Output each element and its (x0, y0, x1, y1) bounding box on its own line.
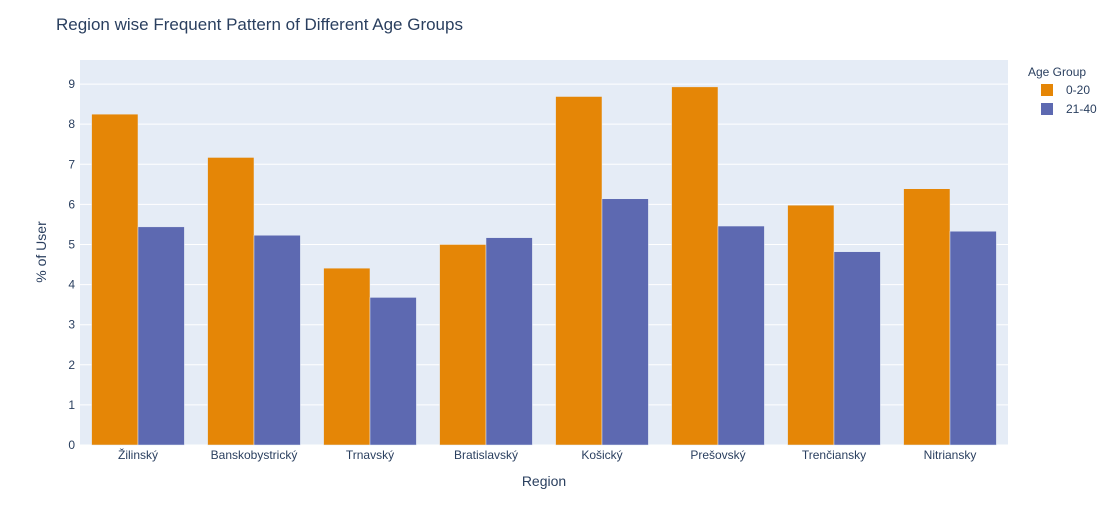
x-tick-label: Trnavský (346, 448, 394, 462)
bar-21-40[interactable] (949, 230, 997, 446)
bar-0-20[interactable] (787, 204, 835, 446)
legend-swatch (1041, 103, 1053, 115)
legend-swatch (1041, 84, 1053, 96)
y-tick-label: 1 (68, 398, 75, 412)
chart-title: Region wise Frequent Pattern of Differen… (56, 15, 463, 34)
bar-0-20[interactable] (903, 188, 951, 446)
x-tick-label: Nitriansky (924, 448, 977, 462)
y-tick-label: 5 (68, 237, 75, 251)
bar-21-40[interactable] (253, 235, 301, 446)
legend-title: Age Group (1028, 65, 1086, 79)
y-tick-label: 0 (68, 438, 75, 452)
y-tick-label: 8 (68, 117, 75, 131)
x-tick-label: Bratislavský (454, 448, 518, 462)
bar-0-20[interactable] (207, 157, 255, 446)
x-axis-ticks: Žilinský Banskobystrický Trnavský Bratislav… (118, 447, 976, 462)
x-tick-label: Banskobystrický (211, 448, 298, 462)
bars (91, 86, 997, 446)
bar-0-20[interactable] (323, 267, 371, 446)
legend-label: 0-20 (1066, 83, 1090, 97)
bar-0-20[interactable] (671, 86, 719, 446)
y-tick-label: 2 (68, 358, 75, 372)
bar-21-40[interactable] (717, 225, 765, 446)
x-axis-title: Region (522, 473, 566, 489)
bar-0-20[interactable] (439, 244, 487, 446)
bar-0-20[interactable] (555, 96, 603, 446)
bar-21-40[interactable] (137, 226, 185, 446)
legend-item-21-40[interactable]: 21-40 (1041, 102, 1097, 116)
y-tick-label: 7 (68, 157, 75, 171)
legend-label: 21-40 (1066, 102, 1097, 116)
y-tick-label: 3 (68, 318, 75, 332)
legend: Age Group 0-20 21-40 (1028, 65, 1097, 116)
bar-21-40[interactable] (833, 251, 881, 446)
bar-21-40[interactable] (369, 297, 417, 446)
legend-item-0-20[interactable]: 0-20 (1041, 83, 1090, 97)
bar-0-20[interactable] (91, 113, 139, 446)
x-tick-label: Košický (581, 448, 622, 462)
y-tick-label: 6 (68, 197, 75, 211)
bar-21-40[interactable] (601, 198, 649, 446)
y-axis-ticks: 0 1 2 3 4 5 6 7 8 9 (68, 77, 75, 452)
y-tick-label: 9 (68, 77, 75, 91)
x-tick-label: Prešovský (690, 448, 745, 462)
x-tick-label: Trenčiansky (802, 448, 866, 462)
bar-21-40[interactable] (485, 237, 533, 446)
y-tick-label: 4 (68, 278, 75, 292)
y-axis-title: % of User (33, 221, 49, 283)
x-tick-label: Žilinský (118, 447, 158, 462)
